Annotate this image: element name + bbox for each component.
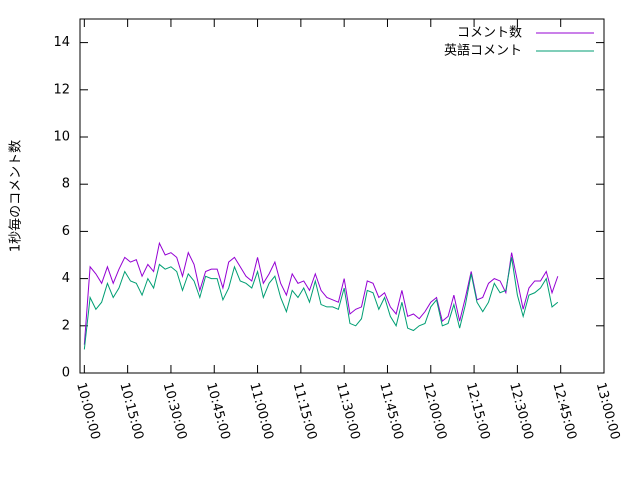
series-line (83, 257, 559, 350)
y-tick-label: 8 (62, 177, 70, 192)
x-tick-label: 10:15:00 (116, 381, 146, 441)
x-tick-label: 11:45:00 (376, 381, 406, 441)
y-tick-label: 4 (62, 271, 70, 286)
y-tick-label: 0 (62, 366, 70, 381)
x-tick-label: 10:45:00 (203, 381, 233, 441)
legend-label: コメント数 (457, 26, 522, 41)
x-tick-label: 13:00:00 (593, 381, 623, 441)
x-tick-label: 10:30:00 (160, 381, 190, 441)
x-tick-label: 12:15:00 (463, 381, 493, 441)
legend-label: 英語コメント (444, 43, 522, 59)
series-line (83, 241, 559, 345)
plot-frame (79, 18, 605, 374)
x-tick-label: 11:15:00 (290, 381, 320, 441)
x-tick-label: 12:00:00 (420, 381, 450, 441)
x-tick-label: 12:45:00 (549, 381, 579, 441)
y-tick-label: 12 (53, 82, 70, 97)
y-tick-label: 2 (62, 318, 70, 333)
x-tick-label: 11:30:00 (333, 381, 363, 441)
x-tick-label: 12:30:00 (506, 381, 536, 441)
y-tick-label: 10 (53, 130, 70, 145)
x-tick-label: 10:00:00 (73, 381, 103, 441)
y-axis-label: 1秒毎のコメント数 (8, 140, 24, 252)
y-tick-label: 14 (53, 35, 70, 50)
y-tick-label: 6 (62, 224, 70, 239)
x-tick-label: 11:00:00 (246, 381, 276, 441)
